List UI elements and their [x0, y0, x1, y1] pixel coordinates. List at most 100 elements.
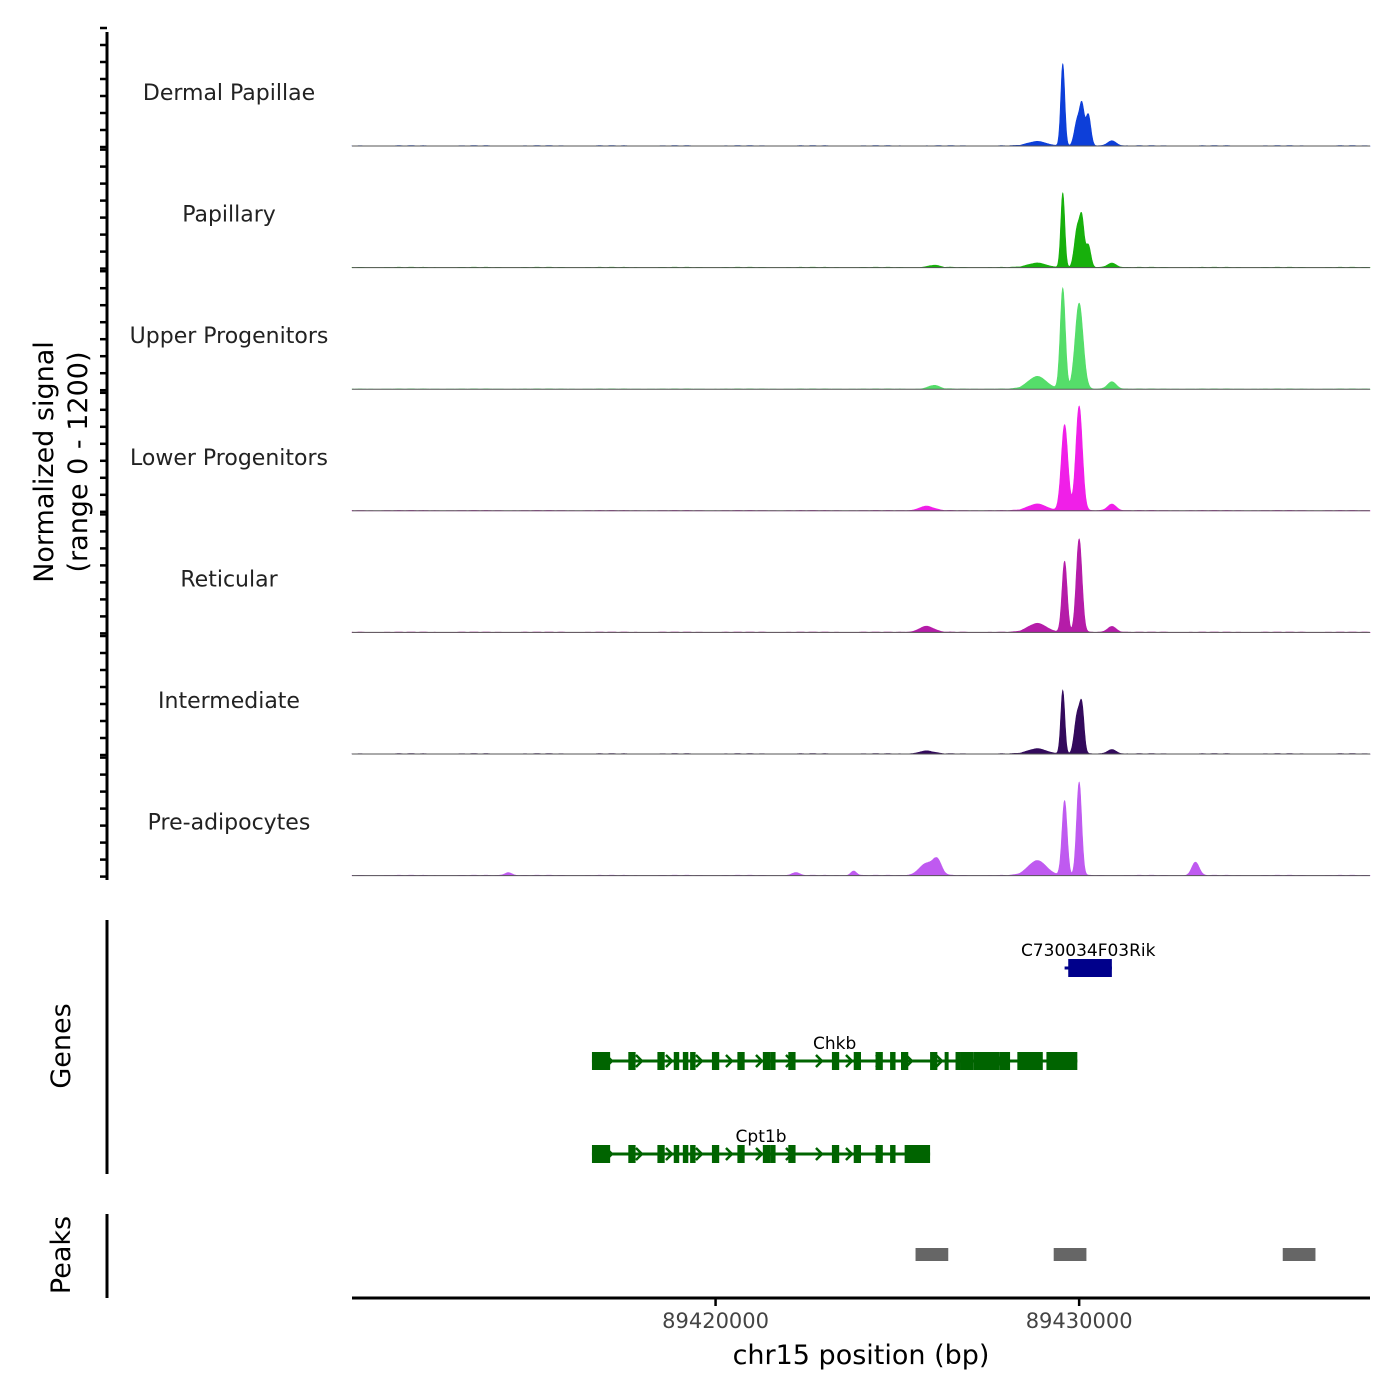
exon [762, 1052, 771, 1070]
exon [591, 1145, 611, 1163]
track-pre-adipocytes: Pre-adipocytes [148, 781, 1371, 877]
gene-label: C730034F03Rik [1021, 941, 1156, 961]
y-axis-title-line2: (range 0 - 1200) [63, 352, 94, 573]
peak-region [1282, 1248, 1316, 1261]
track-signal [351, 286, 1371, 390]
exon [890, 1145, 896, 1163]
peak-region [1053, 1248, 1087, 1261]
exon [762, 1145, 771, 1163]
x-tick-label: 89420000 [662, 1309, 769, 1333]
exon [904, 1145, 931, 1163]
track-label: Reticular [180, 567, 278, 592]
strand-arrow [725, 1054, 734, 1068]
exon [673, 1145, 680, 1163]
exon [955, 1052, 961, 1070]
gene-label: Chkb [813, 1034, 856, 1054]
exon [770, 1052, 776, 1070]
exon [690, 1052, 696, 1070]
exon [788, 1145, 796, 1163]
track-dermal-papillae: Dermal Papillae [143, 63, 1371, 147]
exon [657, 1052, 665, 1070]
track-signal [351, 405, 1371, 512]
exon [711, 1052, 720, 1070]
exon [875, 1052, 883, 1070]
track-signal [351, 538, 1371, 633]
exon [1068, 959, 1112, 977]
strand-arrow [815, 1054, 824, 1068]
strand-arrow [755, 1054, 764, 1068]
track-signal [351, 781, 1371, 876]
strand-arrow [755, 1147, 764, 1161]
strand-arrow [725, 1147, 734, 1161]
gene-chkb: Chkb [591, 1034, 1078, 1070]
exon [711, 1145, 720, 1163]
exon [628, 1052, 636, 1070]
strand-arrow [695, 1147, 704, 1161]
x-tick-label: 89430000 [1026, 1309, 1133, 1333]
exon [1046, 1052, 1078, 1070]
exon [831, 1052, 840, 1070]
exon [890, 1052, 896, 1070]
track-label: Papillary [182, 203, 276, 228]
exon [690, 1145, 696, 1163]
exon [900, 1052, 909, 1070]
gene-cpt1b: Cpt1b [591, 1127, 931, 1163]
exon [853, 1052, 861, 1070]
track-label: Intermediate [158, 689, 300, 714]
peak-region [915, 1248, 949, 1261]
exon [875, 1145, 883, 1163]
exon [591, 1052, 611, 1070]
exon [682, 1145, 689, 1163]
strand-arrow [935, 1054, 944, 1068]
exon [1017, 1052, 1043, 1070]
track-label: Dermal Papillae [143, 81, 315, 106]
exon [831, 1145, 840, 1163]
track-signal [351, 63, 1371, 147]
exon [853, 1145, 861, 1163]
exon [930, 1052, 938, 1070]
track-lower-progenitors: Lower Progenitors [130, 405, 1371, 512]
track-signal [351, 192, 1371, 268]
strand-arrow [635, 1054, 644, 1068]
exon [673, 1052, 680, 1070]
coverage-axis [100, 26, 109, 880]
track-upper-progenitors: Upper Progenitors [130, 286, 1371, 390]
exon [944, 1052, 949, 1070]
gene-label: Cpt1b [736, 1127, 787, 1147]
x-axis-title: chr15 position (bp) [733, 1340, 990, 1371]
exon [999, 1052, 1011, 1070]
exon [788, 1052, 796, 1070]
strand-arrow [695, 1054, 704, 1068]
track-intermediate: Intermediate [158, 689, 1371, 755]
exon [682, 1052, 689, 1070]
exon [770, 1145, 776, 1163]
track-reticular: Reticular [180, 538, 1371, 633]
track-label: Upper Progenitors [130, 324, 329, 349]
track-signal [351, 689, 1371, 755]
strand-arrow [635, 1147, 644, 1161]
x-axis-ticks: 89420000 89430000 [662, 1298, 1133, 1333]
peak-regions [915, 1248, 1316, 1261]
strand-arrow [845, 1054, 854, 1068]
gene-c730034f03rik: C730034F03Rik [1021, 941, 1156, 977]
exon [973, 1052, 1000, 1070]
exon [737, 1052, 745, 1070]
exon [657, 1145, 665, 1163]
gene-annotations: C730034F03Rik Chkb Cpt1b [591, 941, 1156, 1163]
coverage-tracks: Dermal Papillae Papillary Upper Progenitor… [130, 63, 1371, 877]
exon [960, 1052, 974, 1070]
y-axis-title: Normalized signal (range 0 - 1200) [29, 341, 94, 583]
exon [737, 1145, 745, 1163]
exon [628, 1145, 636, 1163]
strand-arrow [815, 1147, 824, 1161]
track-label: Lower Progenitors [130, 446, 328, 471]
strand-arrow [845, 1147, 854, 1161]
track-papillary: Papillary [182, 192, 1371, 269]
track-label: Pre-adipocytes [148, 811, 311, 836]
strand-arrow [665, 1054, 674, 1068]
y-axis-title-line1: Normalized signal [29, 341, 60, 583]
peaks-axis-label: Peaks [46, 1216, 77, 1294]
strand-arrow [665, 1147, 674, 1161]
genes-axis-label: Genes [46, 1003, 77, 1088]
